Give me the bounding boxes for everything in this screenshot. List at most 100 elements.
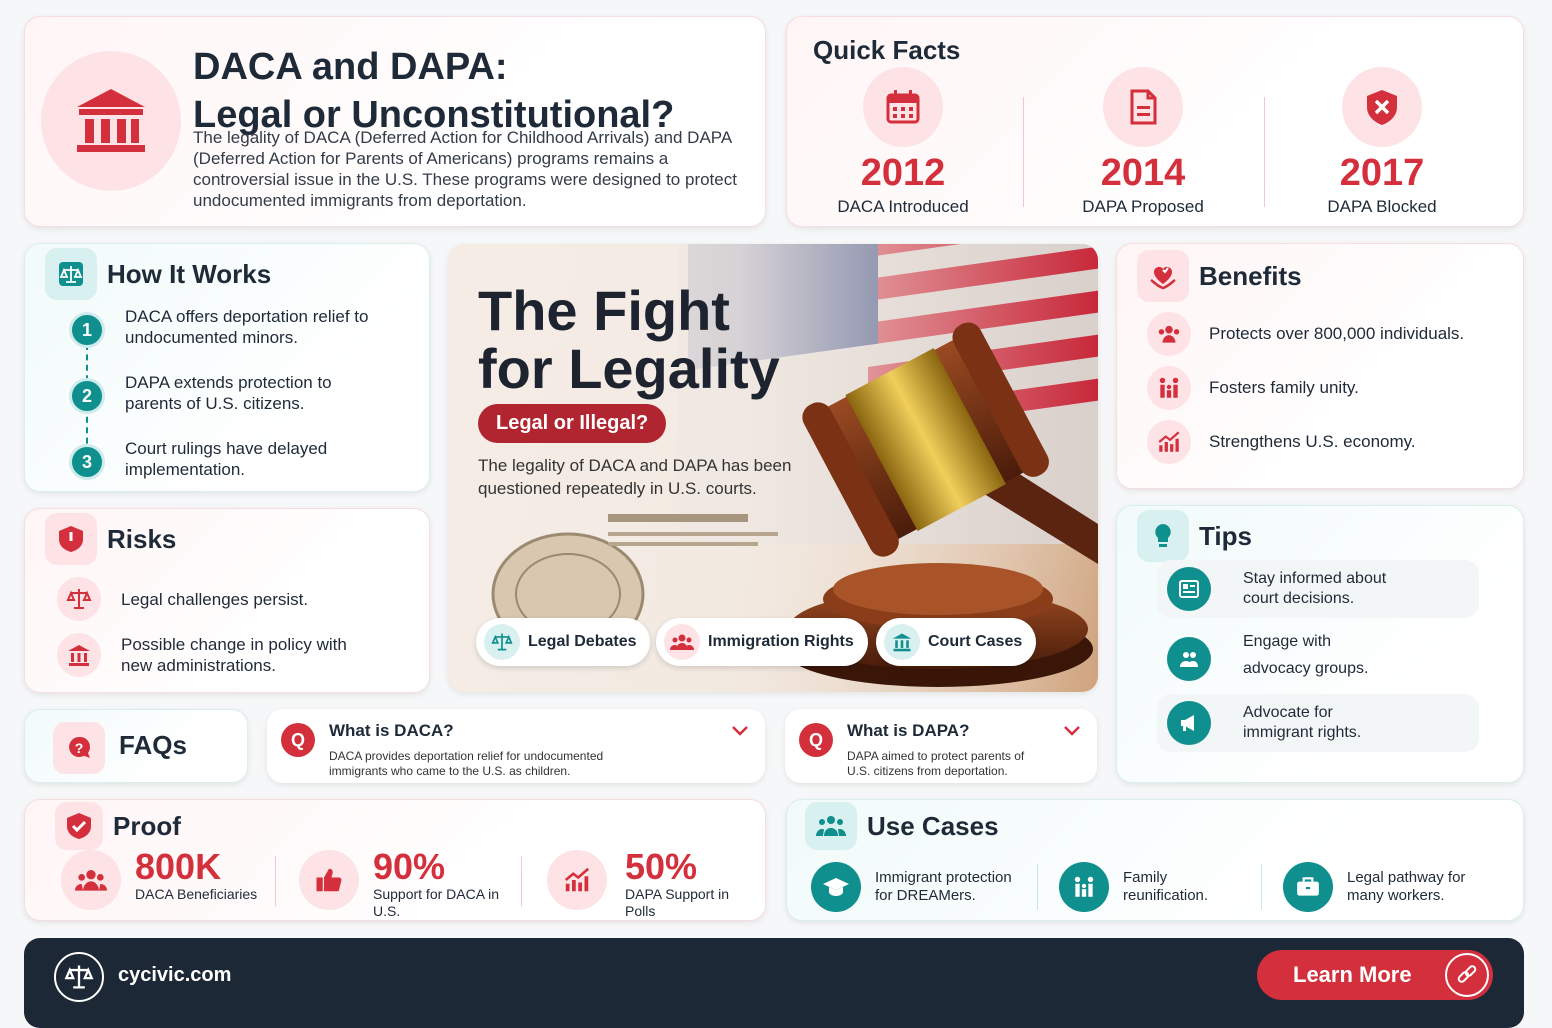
section-title: Tips <box>1199 520 1252 551</box>
tag-court-cases[interactable]: Court Cases <box>876 618 1037 666</box>
tips-card: Tips Stay informed about court decisions… <box>1116 505 1524 783</box>
growth-chart-icon <box>1147 420 1191 464</box>
divider <box>1264 97 1265 207</box>
divider <box>1037 864 1038 910</box>
quick-facts-title: Quick Facts <box>813 35 961 65</box>
risk-item: Legal challenges persist. <box>57 577 308 621</box>
feature-title: The Fight for Legality <box>478 282 808 398</box>
fact-label: DAPA Blocked <box>1327 197 1437 216</box>
step-number: 2 <box>69 378 105 414</box>
benefit-text: Strengthens U.S. economy. <box>1209 432 1416 451</box>
divider <box>521 856 522 906</box>
feature-image-card: The Fight for Legality Legal or Illegal? … <box>448 244 1098 692</box>
people-icon <box>61 850 121 910</box>
fact-year: 2014 <box>1100 152 1186 194</box>
proof-stat: 800K DACA Beneficiaries <box>61 846 257 910</box>
section-title: Risks <box>107 523 177 554</box>
calendar-icon <box>863 67 943 147</box>
site-link[interactable]: cycivic.com <box>118 964 232 986</box>
learn-more-button[interactable]: Learn More <box>1257 950 1493 1000</box>
quick-facts-card: Quick Facts 2012 DACA Introduced 2014 DA… <box>786 16 1524 227</box>
learn-more-label: Learn More <box>1293 962 1412 987</box>
tip-item: Engage with advocacy groups. <box>1157 632 1479 686</box>
tag-label: Immigration Rights <box>708 633 854 650</box>
shield-x-icon <box>1342 67 1422 147</box>
proof-card: Proof 800K DACA Beneficiaries 90% Support … <box>24 799 766 921</box>
section-title: Use Cases <box>867 810 999 841</box>
question-badge: Q <box>799 723 833 757</box>
courthouse-icon <box>884 624 920 660</box>
question-bubble-icon: ? <box>53 722 105 774</box>
section-title: Benefits <box>1199 260 1302 291</box>
faq-daca[interactable]: Q What is DACA? DACA provides deportatio… <box>267 709 765 783</box>
use-case-item: Family reunification. <box>1059 862 1233 912</box>
courthouse-icon <box>41 51 181 191</box>
fact-label: DAPA Proposed <box>1082 197 1204 216</box>
benefit-item: Fosters family unity. <box>1147 366 1359 410</box>
step-text: Court rulings have delayed implementatio… <box>125 439 328 479</box>
risks-card: Risks Legal challenges persist. Possible… <box>24 508 430 693</box>
lightbulb-icon <box>1137 510 1189 562</box>
hero-card: DACA and DAPA: Legal or Unconstitutional?… <box>24 16 766 227</box>
stat-value: 50% <box>625 846 698 887</box>
tip-item: Advocate for immigrant rights. <box>1157 694 1479 752</box>
stat-value: 90% <box>373 846 446 887</box>
divider <box>1261 864 1262 910</box>
benefit-item: Strengthens U.S. economy. <box>1147 420 1416 464</box>
fact-year: 2017 <box>1339 152 1425 194</box>
faq-dapa[interactable]: Q What is DAPA? DAPA aimed to protect pa… <box>785 709 1097 783</box>
faq-question: What is DACA? <box>329 721 454 740</box>
faq-answer: DACA provides deportation relief for und… <box>329 749 604 778</box>
tip-text: Engage with advocacy groups. <box>1243 632 1368 686</box>
divider <box>1023 97 1024 207</box>
use-case-text: Immigrant protection for DREAMers. <box>875 869 1012 904</box>
scales-logo-icon <box>54 952 104 1002</box>
benefit-text: Fosters family unity. <box>1209 378 1359 397</box>
chevron-down-icon[interactable] <box>1063 725 1081 737</box>
step-number: 1 <box>69 312 105 348</box>
group-icon <box>805 802 857 850</box>
footer-bar: cycivic.com Learn More <box>24 938 1524 1028</box>
tag-legal-debates[interactable]: Legal Debates <box>476 618 651 666</box>
step-3: 3 Court rulings have delayed implementati… <box>69 438 385 480</box>
stat-label: DAPA Support in Polls <box>625 886 730 919</box>
faqs-card: ? FAQs <box>24 709 248 783</box>
risk-text: Possible change in policy with new admin… <box>121 635 347 675</box>
courthouse-icon <box>57 633 101 677</box>
tag-label: Legal Debates <box>528 633 637 650</box>
step-text: DAPA extends protection to parents of U.… <box>125 373 332 413</box>
page-title: DACA and DAPA: Legal or Unconstitutional? <box>193 43 753 139</box>
growth-chart-icon <box>547 850 607 910</box>
fact-2012: 2012 DACA Introduced <box>803 67 1003 217</box>
use-cases-card: Use Cases Immigrant protection for DREAM… <box>786 799 1524 921</box>
heart-hands-icon <box>1137 250 1189 302</box>
tag-immigration-rights[interactable]: Immigration Rights <box>656 618 868 666</box>
shield-alert-icon <box>45 513 97 565</box>
thumbs-up-icon <box>299 850 359 910</box>
stat-value: 800K <box>135 846 222 887</box>
link-icon <box>1445 953 1489 997</box>
family-icon <box>1059 862 1109 912</box>
feature-title-line-2: for Legality <box>478 337 780 400</box>
tip-text: Advocate for immigrant rights. <box>1243 704 1362 741</box>
svg-text:?: ? <box>75 740 84 756</box>
tip-line-2: advocacy groups. <box>1243 660 1369 677</box>
step-1: 1 DACA offers deportation relief to undoc… <box>69 306 385 348</box>
proof-stat: 90% Support for DACA in U.S. <box>299 846 503 920</box>
scales-icon <box>57 577 101 621</box>
benefit-item: Protects over 800,000 individuals. <box>1147 312 1464 356</box>
divider <box>275 856 276 906</box>
people-icon <box>664 624 700 660</box>
faq-question: What is DAPA? <box>847 721 970 740</box>
feature-title-line-1: The Fight <box>478 279 730 342</box>
scales-icon <box>484 624 520 660</box>
family-icon <box>1147 366 1191 410</box>
use-case-text: Legal pathway for many workers. <box>1347 869 1466 904</box>
proof-stat: 50% DAPA Support in Polls <box>547 846 735 920</box>
people-icon <box>1147 312 1191 356</box>
chevron-down-icon[interactable] <box>731 725 749 737</box>
tip-line-1: Engage with <box>1243 633 1332 650</box>
shield-check-icon <box>55 802 103 850</box>
risk-item: Possible change in policy with new admin… <box>57 633 381 677</box>
question-badge: Q <box>281 723 315 757</box>
